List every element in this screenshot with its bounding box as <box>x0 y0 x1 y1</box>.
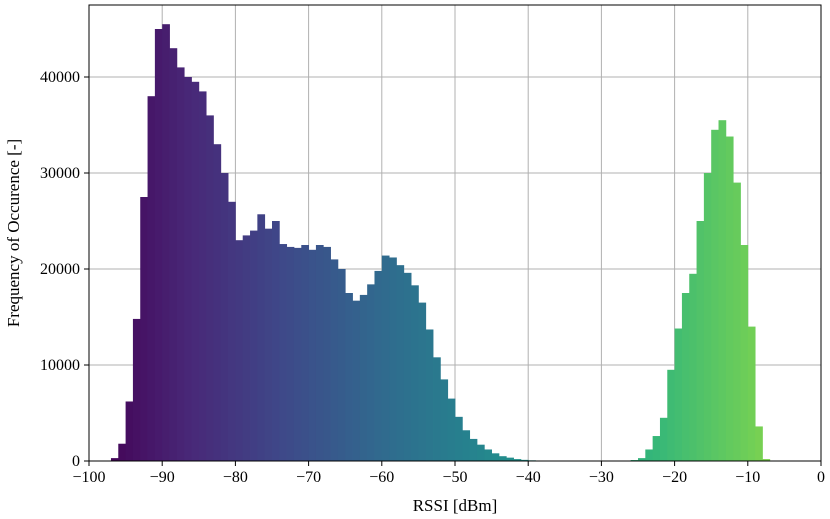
histogram-bar <box>279 244 288 461</box>
histogram-bar <box>352 300 361 461</box>
y-axis-label: Frequency of Occurence [-] <box>4 139 23 327</box>
histogram-bar <box>162 24 170 461</box>
histogram-bar <box>469 438 478 461</box>
y-tick-label: 20000 <box>40 261 80 278</box>
histogram-bar <box>176 67 185 462</box>
histogram-bar <box>762 459 771 461</box>
histogram-bar <box>674 328 683 461</box>
histogram-bar <box>264 228 273 461</box>
histogram-bar <box>498 456 507 461</box>
histogram-bar <box>301 245 309 461</box>
histogram-bar <box>359 294 368 461</box>
histogram-bar <box>323 246 331 461</box>
histogram-bar <box>154 29 163 461</box>
histogram-bar <box>520 459 529 461</box>
histogram-bar <box>711 129 719 462</box>
histogram-bar <box>403 272 412 461</box>
histogram-bar <box>140 197 148 461</box>
histogram-bar <box>659 417 668 461</box>
histogram-bar <box>242 235 251 461</box>
histogram-bar <box>740 245 749 461</box>
x-tick-label: −80 <box>223 469 248 486</box>
histogram-bar <box>198 91 207 462</box>
histogram-bar <box>733 182 741 461</box>
histogram-bar <box>374 270 383 461</box>
histogram-bar <box>315 245 324 461</box>
histogram-bar <box>491 453 500 461</box>
histogram-bar <box>147 96 156 461</box>
histogram-bar <box>645 449 654 461</box>
histogram-bar <box>462 430 471 461</box>
histogram-bar <box>220 173 229 461</box>
x-tick-label: 0 <box>817 469 825 486</box>
histogram-bar <box>703 173 712 461</box>
histogram-bar <box>367 284 375 461</box>
y-tick-label: 0 <box>72 453 80 470</box>
histogram-bar <box>169 48 178 461</box>
histogram-bar <box>433 357 441 461</box>
y-tick-label: 40000 <box>40 69 80 86</box>
histogram-bar <box>206 115 214 462</box>
histogram-bar <box>337 269 346 461</box>
histogram-bar <box>689 273 697 461</box>
x-tick-label: −40 <box>516 469 541 486</box>
histogram-bar <box>125 401 134 461</box>
histogram-bar <box>718 120 727 461</box>
histogram-bar <box>308 249 317 461</box>
histogram-bar <box>696 221 705 461</box>
x-axis-label: RSSI [dBm] <box>413 496 498 515</box>
y-tick-label: 30000 <box>40 165 80 182</box>
histogram-bar <box>506 457 514 461</box>
histogram-bar <box>396 265 405 461</box>
histogram-bar <box>681 293 690 461</box>
histogram-bars <box>110 24 771 462</box>
histogram-bar <box>213 144 222 461</box>
histogram-bar <box>747 326 756 461</box>
histogram-bar <box>110 458 119 461</box>
histogram-bar <box>513 459 522 461</box>
histogram-bar <box>755 426 763 461</box>
x-tick-label: −30 <box>589 469 614 486</box>
histogram-bar <box>484 449 492 461</box>
histogram-bar <box>132 318 141 461</box>
histogram-bar <box>184 77 192 461</box>
histogram-bar <box>118 443 126 461</box>
histogram-bar <box>272 221 280 461</box>
x-tick-label: −70 <box>296 469 321 486</box>
histogram-bar <box>381 255 390 461</box>
y-tick-label: 10000 <box>40 357 80 374</box>
histogram-bar <box>191 81 200 462</box>
histogram-bar <box>250 230 258 461</box>
y-axis-ticks: 0 10000 20000 30000 40000 <box>40 69 89 470</box>
x-tick-label: −90 <box>150 469 175 486</box>
histogram-bar <box>411 285 419 461</box>
x-tick-label: −100 <box>72 469 105 486</box>
histogram-bar <box>652 436 661 461</box>
histogram-bar <box>725 136 734 461</box>
x-tick-label: −60 <box>369 469 394 486</box>
histogram-bar <box>257 214 266 461</box>
histogram-bar <box>667 369 675 461</box>
histogram-bar <box>447 398 456 461</box>
histogram-bar <box>228 201 236 462</box>
histogram-bar <box>330 259 339 461</box>
histogram-bar <box>455 416 463 461</box>
x-tick-label: −20 <box>662 469 687 486</box>
histogram-bar <box>638 458 646 461</box>
histogram-bar <box>418 302 427 461</box>
histogram-bar <box>440 379 449 461</box>
histogram-bar <box>286 246 295 461</box>
histogram-bar <box>476 444 485 461</box>
histogram-bar <box>345 293 353 461</box>
x-tick-label: −50 <box>442 469 467 486</box>
x-axis-ticks: −100 −90 −80 −70 −60 −50 −40 −30 −20 −10 0 <box>72 461 825 486</box>
histogram-bar <box>389 257 397 461</box>
histogram-bar <box>235 240 244 461</box>
x-tick-label: −10 <box>735 469 760 486</box>
histogram-bar <box>425 329 434 461</box>
histogram-bar <box>293 247 302 461</box>
